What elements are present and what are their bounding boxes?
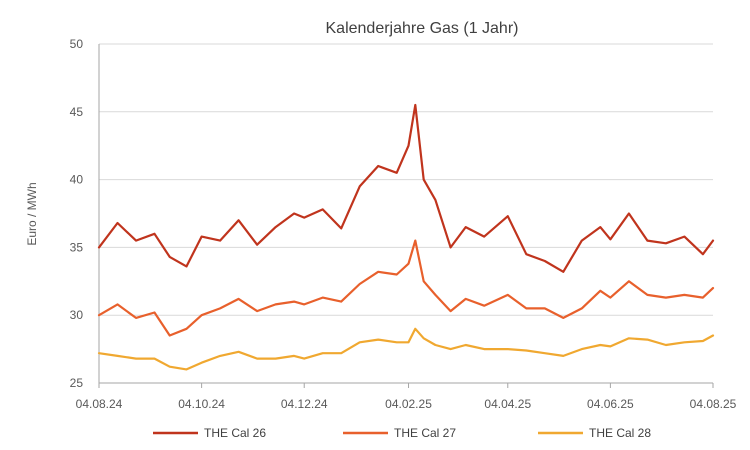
series-line-the-cal-26 [97, 103, 715, 273]
x-tick-label: 04.04.25 [484, 397, 531, 411]
legend-item: THE Cal 26 [153, 426, 266, 440]
legend-item: THE Cal 28 [538, 426, 651, 440]
grid-lines [99, 43, 713, 316]
y-tick-label: 25 [70, 376, 84, 390]
x-tick-label: 04.02.25 [385, 397, 432, 411]
series-line-the-cal-28 [97, 327, 715, 371]
y-tick-label: 40 [70, 173, 84, 187]
axes: 25 30 35 40 45 50 04.08.24 04.10.24 04.12.24 04.0… [70, 37, 737, 411]
legend: THE Cal 26 THE Cal 27 THE Cal 28 [153, 426, 651, 440]
y-tick-label: 30 [70, 308, 84, 322]
series-line-the-cal-27 [97, 239, 715, 337]
legend-item: THE Cal 27 [343, 426, 456, 440]
y-tick-label: 35 [70, 240, 84, 254]
series-lines [97, 103, 715, 371]
x-tick-label: 04.10.24 [178, 397, 225, 411]
x-tick-label: 04.08.25 [690, 397, 737, 411]
y-tick-label: 45 [70, 105, 84, 119]
chart-title: Kalenderjahre Gas (1 Jahr) [326, 20, 519, 37]
x-tick-label: 04.06.25 [587, 397, 634, 411]
legend-label: THE Cal 26 [204, 426, 266, 440]
legend-label: THE Cal 28 [589, 426, 651, 440]
y-tick-label: 50 [70, 37, 84, 51]
y-axis-title: Euro / MWh [25, 182, 39, 245]
x-tick-label: 04.08.24 [76, 397, 123, 411]
x-tick-label: 04.12.24 [281, 397, 328, 411]
legend-label: THE Cal 27 [394, 426, 456, 440]
